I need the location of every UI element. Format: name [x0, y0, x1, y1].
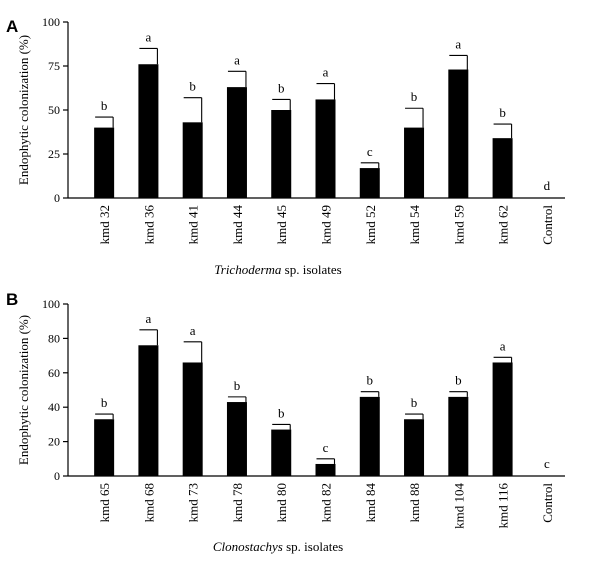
panel-b-category-label: kmd 82 [319, 483, 334, 522]
panel-a-x-axis-label-genus: Trichoderma [214, 262, 282, 277]
panel-a-bar [271, 110, 292, 198]
panel-b-significance-letter: b [455, 373, 462, 388]
panel-a-category-label: kmd 52 [363, 205, 378, 244]
panel-b-bar [404, 419, 425, 476]
panel-b-letter: B [6, 290, 18, 309]
panel-b-y-tick-label: 20 [48, 435, 60, 449]
panel-b-bar [448, 396, 469, 476]
panel-b-y-tick-label: 40 [48, 400, 60, 414]
panel-b-y-tick-label: 100 [42, 297, 60, 311]
panel-a-category-label: kmd 44 [230, 205, 245, 245]
panel-a-significance-letter: b [499, 105, 506, 120]
panel-b-significance-letter: b [411, 395, 418, 410]
panel-b-significance-letter: a [190, 323, 196, 338]
panel-b-y-axis-label: Endophytic colonization (%) [16, 315, 31, 465]
panel-b-significance-letter: b [278, 405, 285, 420]
panel-a-y-tick-label: 0 [54, 191, 60, 205]
panel-a-x-axis-label: Trichoderma sp. isolates [214, 262, 341, 277]
panel-b: B Endophytic colonization (%) Clonostach… [6, 290, 565, 554]
panel-b-significance-letter: b [234, 378, 241, 393]
panel-a-bar [226, 87, 247, 198]
panel-a-significance-letter: b [278, 80, 285, 95]
panel-a: A Endophytic colonization (%) Trichoderm… [6, 15, 565, 277]
panel-b-significance-letter: b [101, 395, 108, 410]
panel-a-y-tick-label: 25 [48, 147, 60, 161]
panel-b-x-axis-label-genus: Clonostachys [213, 539, 283, 554]
panel-a-category-label: kmd 49 [319, 205, 334, 244]
panel-b-category-label: kmd 68 [141, 483, 156, 522]
panel-a-significance-letter: b [189, 79, 196, 94]
panel-a-category-label: kmd 41 [186, 205, 201, 244]
panel-b-category-label: kmd 78 [230, 483, 245, 522]
panel-b-category-label: kmd 84 [363, 483, 378, 523]
panel-b-x-axis-label: Clonostachys sp. isolates [213, 539, 343, 554]
panel-b-bar [315, 463, 336, 476]
panel-a-significance-letter: a [146, 29, 152, 44]
panel-b-significance-letter: a [500, 338, 506, 353]
panel-a-significance-letter: d [544, 178, 551, 193]
panel-a-category-label: kmd 32 [97, 205, 112, 244]
panel-a-y-tick-label: 100 [42, 15, 60, 29]
panel-b-bar [359, 396, 380, 476]
panel-a-bar [492, 138, 513, 198]
panel-a-category-label: kmd 45 [274, 205, 289, 244]
panel-a-bar [359, 168, 380, 198]
panel-a-x-axis-label-rest: sp. isolates [281, 262, 341, 277]
panel-b-y-tick-label: 80 [48, 331, 60, 345]
panel-a-category-label: kmd 36 [141, 205, 156, 245]
panel-b-x-axis-label-rest: sp. isolates [283, 539, 343, 554]
panel-b-bar [94, 419, 115, 476]
panel-a-category-label: kmd 59 [451, 205, 466, 244]
panel-b-significance-letter: c [544, 456, 550, 471]
panel-b-bar [182, 362, 203, 476]
panel-a-bar [404, 127, 425, 198]
panel-b-bar [271, 429, 292, 476]
panel-a-y-tick-label: 75 [48, 59, 60, 73]
panel-a-significance-letter: b [101, 98, 108, 113]
panel-b-bar [138, 345, 159, 476]
panel-a-significance-letter: a [234, 52, 240, 67]
panel-a-bar [138, 64, 159, 199]
panel-b-plot: 0 20 40 60 80 100 b kmd 65 a kmd 68 a kmd 73 b kmd 78… [42, 297, 565, 529]
panel-a-y-tick-label: 50 [48, 103, 60, 117]
panel-b-category-label: kmd 116 [496, 483, 511, 529]
panel-b-y-tick-label: 60 [48, 366, 60, 380]
panel-b-category-label: kmd 104 [451, 483, 466, 529]
panel-a-significance-letter: a [323, 65, 329, 80]
panel-a-category-label: kmd 62 [496, 205, 511, 244]
panel-b-significance-letter: a [146, 311, 152, 326]
panel-b-category-label: kmd 88 [407, 483, 422, 522]
panel-a-bar [182, 122, 203, 198]
panel-a-category-label: kmd 54 [407, 205, 422, 245]
panel-a-bar [448, 69, 469, 199]
panel-b-category-label: kmd 65 [97, 483, 112, 522]
panel-b-significance-letter: c [323, 440, 329, 455]
panel-a-significance-letter: a [455, 36, 461, 51]
panel-b-category-label: kmd 73 [186, 483, 201, 522]
panel-a-significance-letter: c [367, 144, 373, 159]
panel-b-y-tick-label: 0 [54, 469, 60, 483]
panel-b-bar [492, 362, 513, 476]
panel-b-category-label: Control [540, 483, 555, 523]
panel-a-category-label: Control [540, 205, 555, 245]
panel-a-letter: A [6, 17, 18, 36]
panel-a-y-axis-label: Endophytic colonization (%) [16, 35, 31, 185]
panel-a-bar [94, 127, 115, 198]
panel-a-bar [315, 99, 336, 198]
panel-b-bar [226, 402, 247, 476]
panel-a-significance-letter: b [411, 89, 418, 104]
panel-a-plot: 0 25 50 75 100 b kmd 32 a kmd 36 b kmd 41 a kmd 44 b k… [42, 15, 565, 245]
panel-b-significance-letter: b [367, 373, 374, 388]
panel-b-category-label: kmd 80 [274, 483, 289, 522]
